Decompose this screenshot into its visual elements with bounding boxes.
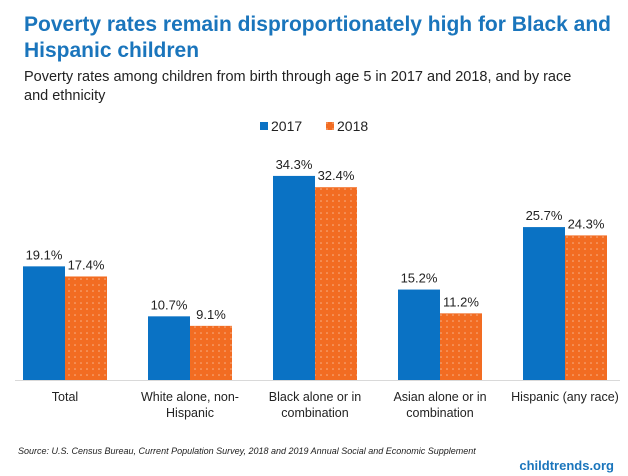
- legend-label-2017: 2017: [271, 118, 302, 134]
- data-label-2017-2: 34.3%: [276, 157, 313, 172]
- data-label-2018-1: 9.1%: [196, 307, 226, 322]
- chart-subtitle: Poverty rates among children from birth …: [24, 69, 572, 104]
- data-label-2017-3: 15.2%: [401, 271, 438, 286]
- data-label-2018-2: 32.4%: [318, 168, 355, 183]
- data-label-2017-4: 25.7%: [526, 208, 563, 223]
- data-label-2017-1: 10.7%: [151, 297, 188, 312]
- bar-2018-3: [440, 313, 482, 380]
- bar-2018-0: [65, 276, 107, 380]
- data-label-2018-4: 24.3%: [568, 216, 605, 231]
- category-label-3: Asian alone or in: [393, 390, 486, 404]
- bar-2018-4: [565, 235, 607, 380]
- data-label-2018-3: 11.2%: [443, 294, 479, 309]
- category-label-3: combination: [406, 406, 473, 420]
- bar-2017-1: [148, 316, 190, 380]
- category-label-2: combination: [281, 406, 348, 420]
- category-label-4: Hispanic (any race): [511, 390, 619, 404]
- legend-label-2018: 2018: [337, 118, 368, 134]
- category-label-1: Hispanic: [166, 406, 214, 420]
- brand-logo: childtrends.org: [519, 458, 614, 473]
- bar-2018-1: [190, 325, 232, 380]
- bar-2017-2: [273, 175, 315, 380]
- data-label-2017-0: 19.1%: [26, 247, 63, 262]
- bar-2017-4: [523, 227, 565, 380]
- category-label-1: White alone, non-: [141, 390, 239, 404]
- legend-swatch-2018: [326, 122, 334, 130]
- data-label-2018-0: 17.4%: [68, 257, 105, 272]
- legend-swatch-2017: [260, 122, 268, 130]
- bar-2017-0: [23, 266, 65, 380]
- source-note: Source: U.S. Census Bureau, Current Popu…: [18, 446, 476, 456]
- category-label-2: Black alone or in: [269, 390, 361, 404]
- bar-2018-2: [315, 187, 357, 380]
- category-label-0: Total: [52, 390, 78, 404]
- bar-2017-3: [398, 289, 440, 380]
- chart-title: Poverty rates remain disproportionately …: [24, 13, 611, 62]
